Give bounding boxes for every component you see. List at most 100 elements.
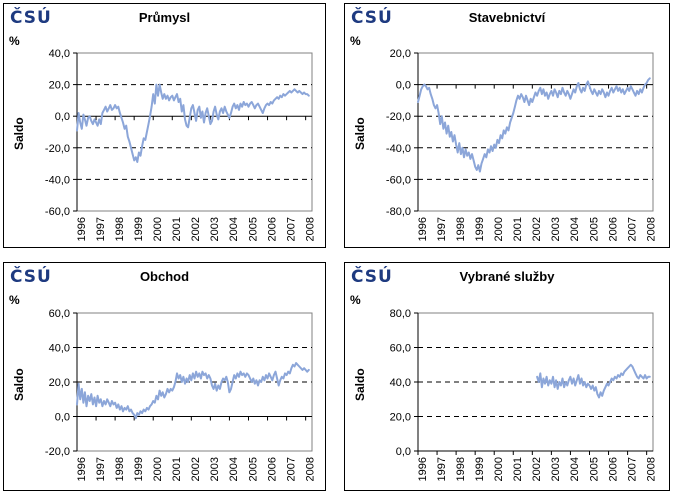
y-tick-label: -80,0 [386, 206, 411, 218]
y-tick-label: -40,0 [45, 174, 70, 186]
y-tick-label: 20,0 [390, 412, 411, 424]
y-tick-label: 60,0 [49, 308, 70, 320]
x-tick-label: 2008 [304, 457, 316, 481]
x-tick-label: 1996 [417, 217, 429, 241]
x-tick-label: 2007 [285, 217, 297, 241]
x-tick-label: 2007 [626, 457, 638, 481]
x-tick-label: 1997 [95, 217, 107, 241]
x-tick-label: 1999 [133, 457, 145, 481]
x-tick-label: 2003 [209, 217, 221, 241]
x-tick-label: 2000 [493, 217, 505, 241]
y-axis-title: Saldo [353, 117, 367, 150]
csu-logo: ČSÚ [10, 267, 52, 287]
plot-area-border [417, 52, 654, 212]
x-tick-label: 2002 [190, 457, 202, 481]
y-tick-label: 20,0 [49, 80, 70, 92]
x-tick-label: 1997 [436, 217, 448, 241]
x-tick-label: 2006 [607, 457, 619, 481]
x-tick-label: 2000 [152, 457, 164, 481]
x-tick-label: 1996 [417, 457, 429, 481]
x-tick-label: 2002 [531, 457, 543, 481]
csu-logo: ČSÚ [10, 8, 52, 28]
x-tick-label: 2008 [304, 217, 316, 241]
chart-title: Stavebnictví [468, 10, 546, 25]
x-tick-label: 2002 [531, 217, 543, 241]
y-tick-label: -60,0 [386, 174, 411, 186]
y-axis-title: Saldo [12, 368, 26, 401]
x-tick-label: 2003 [550, 457, 562, 481]
chart-title: Vybrané služby [459, 269, 555, 284]
chart-title: Obchod [139, 269, 190, 284]
x-tick-label: 1996 [76, 457, 88, 481]
chart-panel-prumysl: 40,0 20,0 0,0 -20,0 -40,0 -60,0 1996 1997 1998 19… [3, 3, 326, 248]
chart-title: Průmysl [138, 10, 191, 25]
y-tick-label: -60,0 [45, 206, 70, 218]
chart-panel-vybrane-sluzby: 80,0 60,0 40,0 20,0 0,0 1996 1997 1998 1999 2000 2… [344, 262, 670, 491]
y-tick-label: 40,0 [49, 48, 70, 60]
x-tick-label: 2005 [247, 217, 259, 241]
y-axis-title: Saldo [353, 368, 367, 401]
y-tick-label: -20,0 [45, 446, 70, 458]
y-axis-title: Saldo [12, 117, 26, 150]
x-tick-label: 2003 [550, 217, 562, 241]
x-tick-label: 2005 [588, 457, 600, 481]
x-tick-label: 2004 [228, 217, 240, 241]
x-tick-label: 1998 [455, 217, 467, 241]
x-tick-label: 2004 [228, 457, 240, 481]
line-chart-prumysl: 40,0 20,0 0,0 -20,0 -40,0 -60,0 1996 1997 1998 19… [45, 48, 317, 241]
y-tick-label: 0,0 [396, 80, 411, 92]
x-tick-label: 2005 [247, 457, 259, 481]
percent-unit-label: % [350, 293, 361, 307]
y-tick-label: -20,0 [45, 143, 70, 155]
y-tick-label: -40,0 [386, 143, 411, 155]
y-tick-label: 60,0 [390, 343, 411, 355]
y-tick-label: 40,0 [390, 377, 411, 389]
x-tick-label: 2001 [512, 457, 524, 481]
saldo-series-line [76, 362, 310, 420]
x-tick-label: 2004 [569, 217, 581, 241]
y-tick-label: -20,0 [386, 111, 411, 123]
x-tick-label: 1996 [76, 217, 88, 241]
y-tick-label: 0,0 [55, 111, 70, 123]
line-chart-stavebnictvi: 20,0 0,0 -20,0 -40,0 -60,0 -80,0 1996 1997 1998 1… [386, 48, 658, 241]
line-chart-vybrane-sluzby: 80,0 60,0 40,0 20,0 0,0 1996 1997 1998 1999 2000 2… [390, 308, 658, 481]
csu-logo: ČSÚ [351, 267, 393, 287]
x-tick-label: 1998 [455, 457, 467, 481]
x-tick-label: 2004 [569, 457, 581, 481]
x-tick-label: 1999 [474, 457, 486, 481]
saldo-series-line [76, 83, 310, 163]
x-tick-label: 2007 [626, 217, 638, 241]
percent-unit-label: % [9, 293, 20, 307]
x-tick-label: 1998 [114, 217, 126, 241]
csu-logo: ČSÚ [351, 8, 393, 28]
y-tick-label: 20,0 [390, 48, 411, 60]
saldo-series-line [536, 363, 651, 399]
x-tick-label: 1998 [114, 457, 126, 481]
chart-panel-obchod: 60,0 40,0 20,0 0,0 -20,0 1996 1997 1998 1999 2000… [3, 262, 326, 491]
percent-unit-label: % [9, 34, 20, 48]
plot-area-border [76, 52, 313, 212]
saldo-series-line [417, 77, 651, 173]
x-tick-label: 2001 [512, 217, 524, 241]
x-tick-label: 1997 [95, 457, 107, 481]
x-tick-label: 2006 [266, 217, 278, 241]
y-tick-label: 80,0 [390, 308, 411, 320]
y-tick-label: 0,0 [55, 412, 70, 424]
y-tick-label: 40,0 [49, 343, 70, 355]
x-tick-label: 2001 [171, 457, 183, 481]
chart-panel-stavebnictvi: 20,0 0,0 -20,0 -40,0 -60,0 -80,0 1996 1997 1998 1… [344, 3, 670, 248]
x-tick-label: 2005 [588, 217, 600, 241]
x-tick-label: 1999 [133, 217, 145, 241]
x-tick-label: 2000 [493, 457, 505, 481]
x-tick-label: 2006 [266, 457, 278, 481]
percent-unit-label: % [350, 34, 361, 48]
x-tick-label: 2008 [645, 217, 657, 241]
line-chart-obchod: 60,0 40,0 20,0 0,0 -20,0 1996 1997 1998 1999 2000… [45, 308, 317, 481]
x-tick-label: 2001 [171, 217, 183, 241]
y-tick-label: 20,0 [49, 377, 70, 389]
x-tick-label: 2007 [285, 457, 297, 481]
x-tick-label: 2003 [209, 457, 221, 481]
y-tick-label: 0,0 [396, 446, 411, 458]
x-tick-label: 1999 [474, 217, 486, 241]
